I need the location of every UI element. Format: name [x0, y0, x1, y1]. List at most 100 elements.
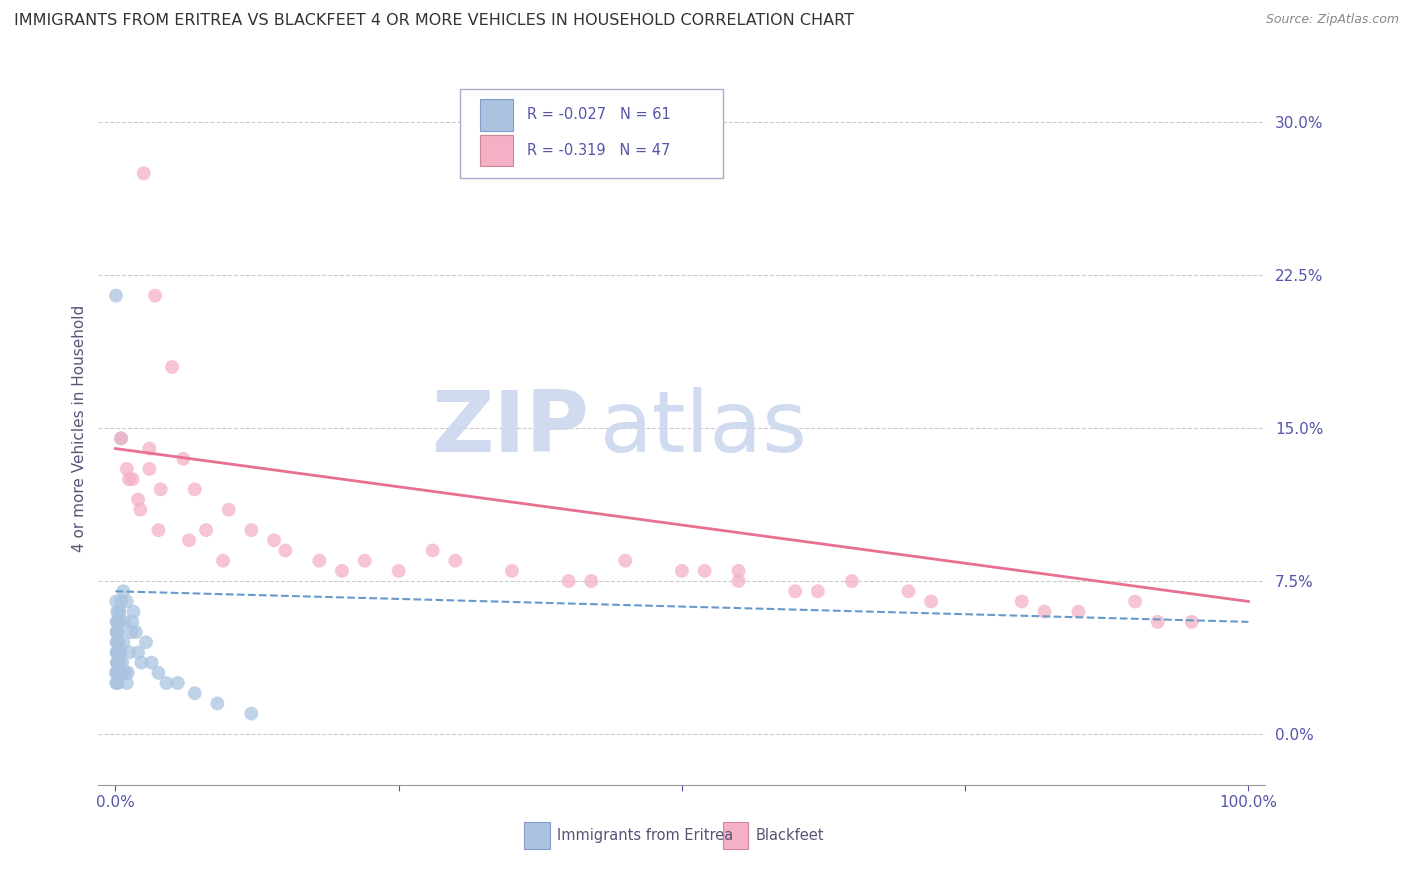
Point	[807, 584, 830, 599]
Point	[105, 676, 128, 690]
Point	[108, 605, 131, 619]
Point	[118, 645, 141, 659]
Point	[501, 564, 523, 578]
Point	[141, 656, 163, 670]
Point	[108, 645, 131, 659]
Point	[111, 665, 134, 680]
Point	[422, 543, 444, 558]
Point	[107, 656, 129, 670]
Point	[207, 697, 229, 711]
Point	[149, 483, 172, 497]
Point	[110, 594, 132, 608]
Point	[841, 574, 863, 588]
Point	[107, 635, 129, 649]
Point	[920, 594, 942, 608]
Point	[148, 665, 170, 680]
Point	[107, 625, 129, 640]
Point	[105, 665, 128, 680]
Point	[1033, 605, 1056, 619]
Point	[177, 533, 200, 548]
Point	[107, 635, 129, 649]
Point	[444, 554, 467, 568]
Point	[388, 564, 411, 578]
Text: R = -0.027   N = 61: R = -0.027 N = 61	[527, 107, 671, 122]
Point	[115, 462, 138, 476]
Point	[110, 431, 132, 445]
Point	[114, 665, 136, 680]
Point	[105, 635, 128, 649]
Point	[105, 656, 128, 670]
Point	[105, 665, 128, 680]
Text: Immigrants from Eritrea: Immigrants from Eritrea	[557, 828, 734, 843]
Point	[125, 625, 148, 640]
Y-axis label: 4 or more Vehicles in Household: 4 or more Vehicles in Household	[72, 304, 87, 552]
Point	[104, 288, 127, 302]
Point	[105, 645, 128, 659]
Text: Blackfeet: Blackfeet	[755, 828, 824, 843]
Point	[118, 472, 141, 486]
Point	[138, 442, 160, 456]
Point	[581, 574, 603, 588]
Point	[110, 645, 132, 659]
FancyBboxPatch shape	[524, 822, 550, 849]
Point	[112, 584, 135, 599]
Point	[1146, 615, 1168, 629]
Point	[148, 523, 170, 537]
Point	[143, 288, 166, 302]
Point	[183, 483, 205, 497]
Point	[727, 574, 749, 588]
FancyBboxPatch shape	[723, 822, 748, 849]
Point	[120, 625, 142, 640]
Point	[557, 574, 579, 588]
Point	[108, 656, 131, 670]
Point	[105, 645, 128, 659]
Point	[330, 564, 353, 578]
Point	[263, 533, 285, 548]
Point	[172, 451, 194, 466]
Point	[105, 656, 128, 670]
Point	[1123, 594, 1146, 608]
Point	[1181, 615, 1204, 629]
Point	[117, 665, 139, 680]
Point	[897, 584, 920, 599]
Text: ZIP: ZIP	[430, 386, 589, 470]
Point	[115, 594, 138, 608]
Point	[693, 564, 716, 578]
Point	[112, 635, 135, 649]
Point	[274, 543, 297, 558]
Point	[135, 635, 157, 649]
Text: Source: ZipAtlas.com: Source: ZipAtlas.com	[1265, 13, 1399, 27]
Point	[353, 554, 375, 568]
Point	[308, 554, 330, 568]
FancyBboxPatch shape	[479, 99, 513, 130]
Point	[138, 462, 160, 476]
Point	[212, 554, 235, 568]
Point	[727, 564, 749, 578]
Point	[121, 615, 143, 629]
Point	[105, 625, 128, 640]
Point	[122, 605, 145, 619]
Point	[218, 502, 240, 516]
Point	[195, 523, 218, 537]
Point	[108, 615, 131, 629]
Point	[105, 645, 128, 659]
Point	[107, 645, 129, 659]
Point	[105, 625, 128, 640]
Point	[105, 615, 128, 629]
Point	[785, 584, 807, 599]
Point	[107, 656, 129, 670]
Point	[111, 656, 134, 670]
Point	[107, 665, 129, 680]
Point	[614, 554, 637, 568]
FancyBboxPatch shape	[460, 89, 723, 178]
Point	[115, 676, 138, 690]
FancyBboxPatch shape	[479, 135, 513, 166]
Point	[105, 615, 128, 629]
Point	[129, 502, 152, 516]
Text: R = -0.319   N = 47: R = -0.319 N = 47	[527, 143, 671, 158]
Point	[132, 166, 155, 180]
Point	[105, 665, 128, 680]
Point	[105, 676, 128, 690]
Point	[183, 686, 205, 700]
Text: IMMIGRANTS FROM ERITREA VS BLACKFEET 4 OR MORE VEHICLES IN HOUSEHOLD CORRELATION: IMMIGRANTS FROM ERITREA VS BLACKFEET 4 O…	[14, 13, 853, 29]
